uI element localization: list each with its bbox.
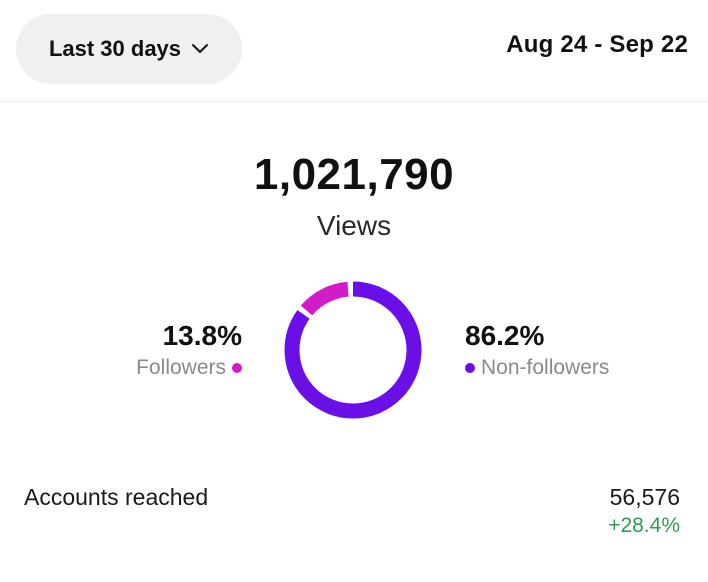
followers-percent: 13.8% bbox=[162, 320, 242, 351]
followers-label: Followers bbox=[136, 356, 226, 379]
insights-header: Last 30 days Aug 24 - Sep 22 bbox=[0, 0, 708, 100]
accounts-reached-change: +28.4% bbox=[608, 514, 680, 537]
views-label: Views bbox=[316, 210, 392, 241]
date-range-dropdown-label: Last 30 days bbox=[48, 36, 182, 61]
followers-dot-icon bbox=[232, 363, 242, 373]
accounts-reached-value: 56,576 bbox=[609, 484, 680, 510]
donut-segment-non-followers bbox=[284, 281, 422, 419]
date-range-dropdown[interactable]: Last 30 days bbox=[16, 14, 242, 84]
non-followers-legend: Non-followers bbox=[465, 356, 609, 380]
donut-segment-followers bbox=[284, 281, 422, 419]
views-total: 1,021,790 bbox=[253, 150, 455, 199]
non-followers-stat: 86.2% Non-followers bbox=[465, 320, 609, 380]
non-followers-percent: 86.2% bbox=[465, 320, 545, 351]
non-followers-dot-icon bbox=[465, 363, 475, 373]
accounts-reached-label[interactable]: Accounts reached bbox=[24, 484, 209, 510]
chevron-down-icon bbox=[192, 44, 209, 53]
followers-legend: Followers bbox=[136, 356, 242, 380]
header-divider bbox=[0, 101, 708, 102]
date-range-text: Aug 24 - Sep 22 bbox=[506, 31, 688, 58]
followers-stat: 13.8% Followers bbox=[136, 320, 242, 380]
views-donut-chart bbox=[284, 281, 422, 419]
non-followers-label: Non-followers bbox=[481, 356, 610, 379]
